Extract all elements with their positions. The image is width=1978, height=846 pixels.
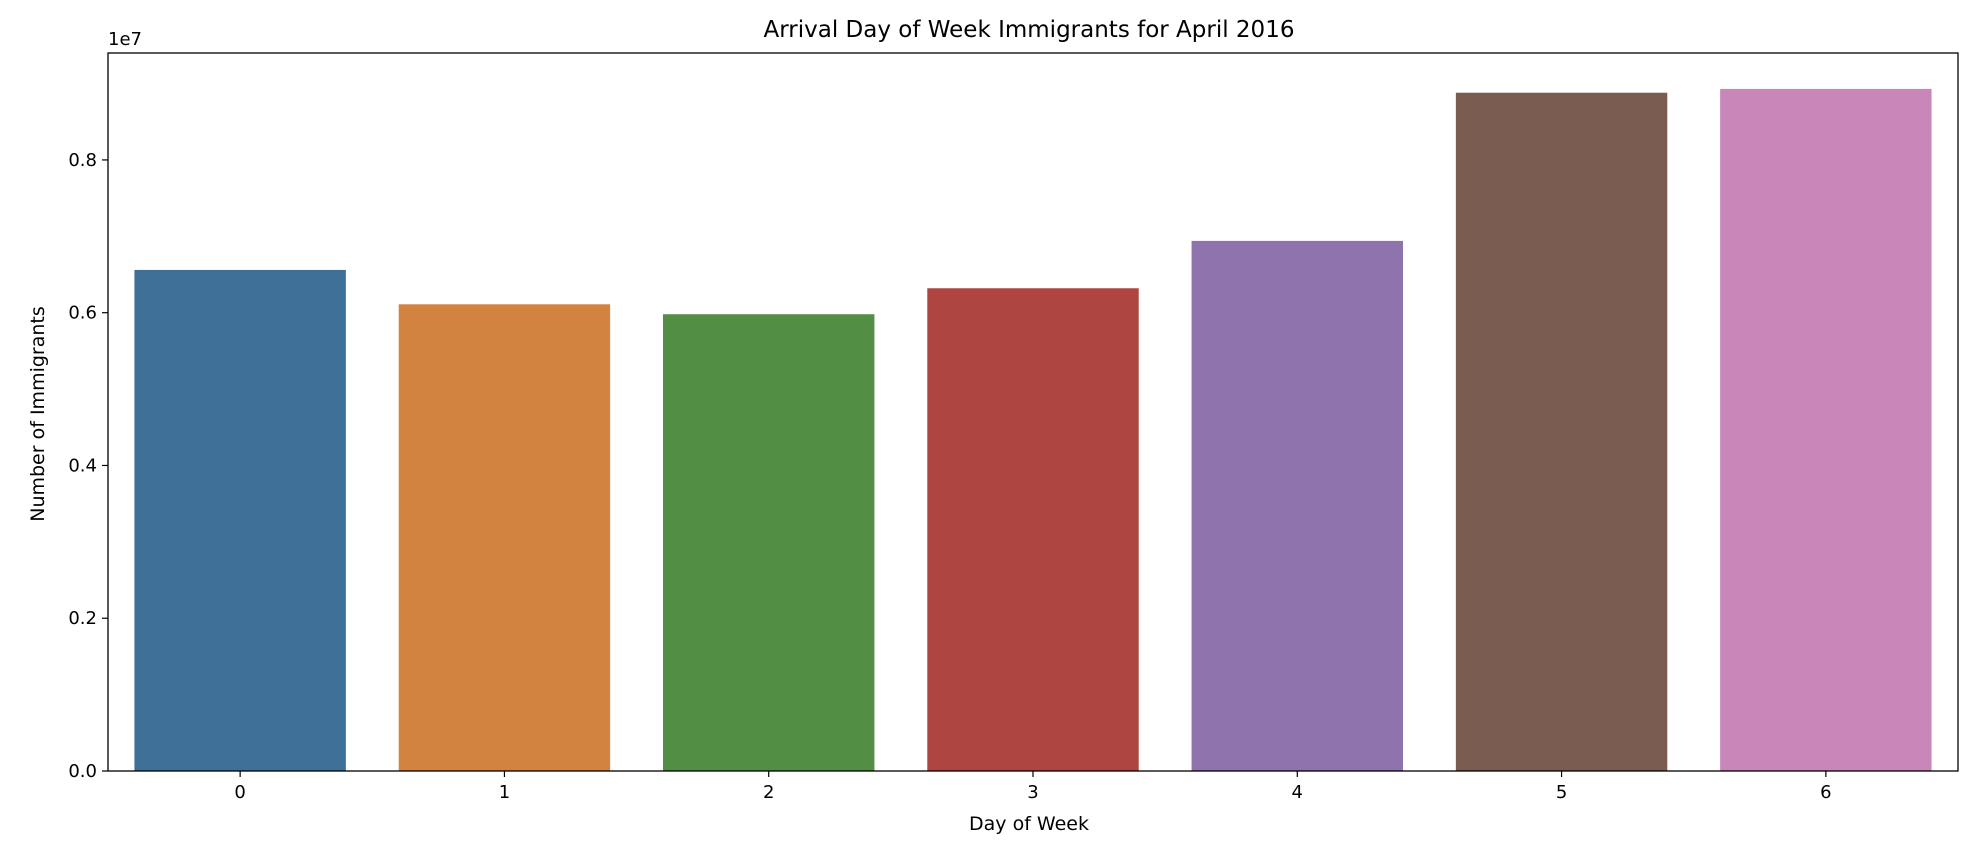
x-tick-label: 3	[1027, 782, 1038, 803]
x-axis-label: Day of Week	[969, 813, 1089, 835]
x-tick-label: 1	[499, 782, 510, 803]
bar-day-5	[1455, 92, 1668, 772]
x-tick-label: 5	[1556, 782, 1567, 803]
y-axis-label: Number of Immigrants	[27, 306, 49, 522]
y-tick-label: 0.8	[68, 150, 97, 171]
bars-layer	[134, 88, 1932, 772]
x-tick-label: 0	[234, 782, 245, 803]
bar-day-2	[663, 314, 875, 771]
x-tick-label: 2	[763, 782, 774, 803]
bar-day-3	[927, 288, 1139, 771]
chart-title: Arrival Day of Week Immigrants for April…	[764, 17, 1295, 43]
y-axis-ticks: 0.0 0.2 0.4 0.6 0.8	[68, 150, 108, 782]
bar-day-0	[134, 269, 346, 771]
bar-day-6	[1720, 88, 1932, 771]
bar-day-1	[398, 304, 611, 771]
y-tick-label: 0.6	[68, 303, 97, 324]
y-tick-label: 0.0	[68, 761, 97, 782]
plot-frame	[107, 52, 1959, 772]
y-tick-label: 0.4	[68, 455, 97, 476]
x-axis-ticks: 0 1 2 3 4 5 6	[234, 771, 1832, 803]
bar-day-4	[1191, 240, 1403, 772]
x-tick-label: 4	[1292, 782, 1303, 803]
x-tick-label: 6	[1820, 782, 1831, 803]
y-tick-label: 0.2	[68, 608, 97, 629]
y-axis-offset-label: 1e7	[108, 29, 142, 50]
